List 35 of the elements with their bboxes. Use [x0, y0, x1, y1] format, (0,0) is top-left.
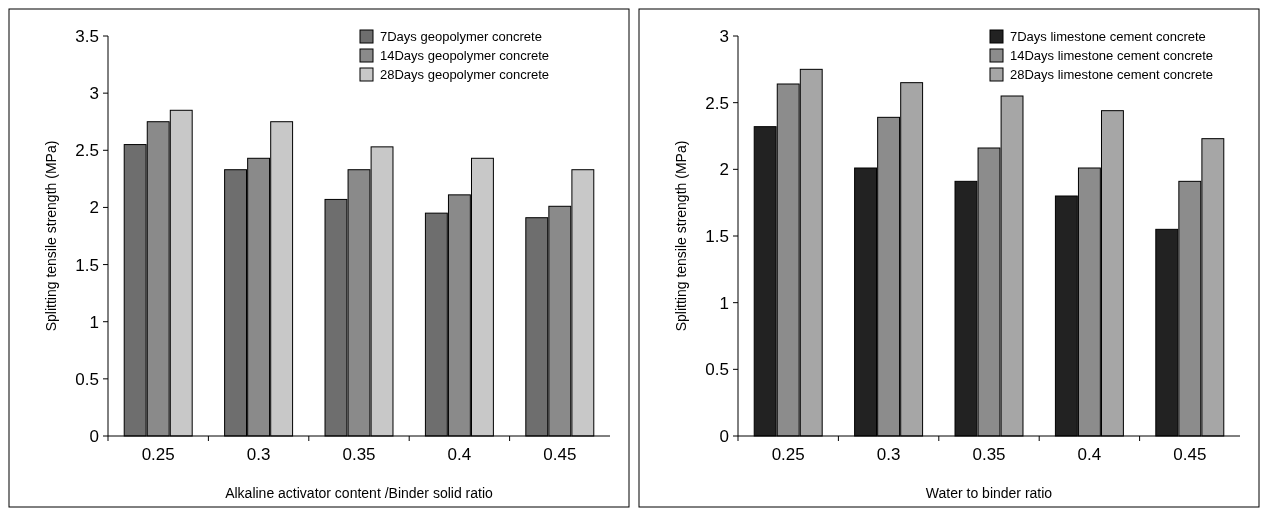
x-tick-label: 0.25 — [141, 445, 175, 464]
y-tick-label: 1 — [719, 293, 729, 313]
y-axis-title: Splitting tensile strength (MPa) — [43, 140, 59, 332]
x-tick-label: 0.4 — [1077, 445, 1102, 464]
y-tick-label: 3.5 — [75, 26, 99, 46]
x-tick-label: 0.4 — [447, 445, 472, 464]
y-tick-label: 0 — [89, 426, 99, 446]
y-tick-label: 2.5 — [75, 141, 99, 161]
legend-label: 7Days limestone cement concrete — [1010, 29, 1206, 45]
y-axis-title: Splitting tensile strength (MPa) — [673, 140, 689, 332]
y-tick-label: 3 — [89, 84, 99, 104]
y-tick-label: 0.5 — [705, 360, 729, 380]
y-tick-label: 0.5 — [75, 369, 99, 389]
x-tick-label: 0.25 — [771, 445, 805, 464]
x-tick-label: 0.45 — [543, 445, 577, 464]
legend-label: 14Days geopolymer concrete — [380, 48, 550, 64]
legend-label: 7Days geopolymer concrete — [380, 29, 542, 45]
x-tick-label: 0.35 — [972, 445, 1006, 464]
y-tick-label: 2 — [719, 160, 729, 180]
y-tick-label: 3 — [719, 26, 729, 46]
legend-label: 14Days limestone cement concrete — [1010, 48, 1214, 64]
x-tick-label: 0.35 — [342, 445, 376, 464]
x-axis-title: Alkaline activator content /Binder solid ratio — [225, 485, 494, 501]
y-tick-label: 1.5 — [75, 255, 99, 275]
y-tick-label: 1.5 — [705, 226, 729, 246]
legend-label: 28Days limestone cement concrete — [1010, 67, 1214, 83]
y-tick-label: 0 — [719, 426, 729, 446]
x-tick-label: 0.3 — [246, 445, 271, 464]
y-tick-label: 1 — [89, 312, 99, 332]
y-tick-label: 2.5 — [705, 93, 729, 113]
legend-label: 28Days geopolymer concrete — [380, 67, 550, 83]
x-tick-label: 0.3 — [876, 445, 901, 464]
x-tick-label: 0.45 — [1173, 445, 1207, 464]
x-axis-title: Water to binder ratio — [925, 485, 1053, 501]
y-tick-label: 2 — [89, 198, 99, 218]
